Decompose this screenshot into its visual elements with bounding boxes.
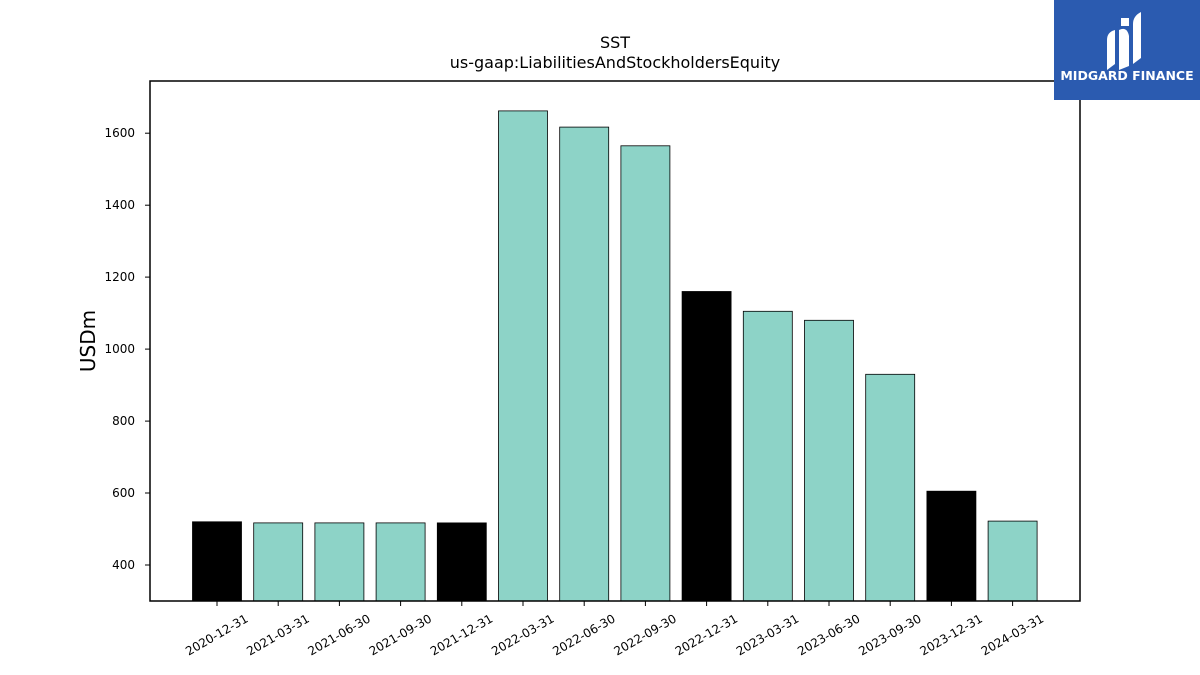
bar-2021-06-30 — [314, 522, 365, 602]
y-tick-label: 1200 — [104, 270, 135, 284]
x-tick-label: 2023-06-30 — [795, 611, 862, 658]
logo-text: MIDGARD FINANCE — [1060, 68, 1194, 83]
x-tick-label: 2022-06-30 — [550, 611, 617, 658]
chart-title: SST — [600, 33, 630, 52]
midgard-finance-logo: MIDGARD FINANCE — [1054, 0, 1200, 100]
bar-2024-03-31 — [987, 520, 1038, 602]
midgard-logo-icon — [1107, 12, 1141, 70]
bar-2023-12-31 — [926, 490, 977, 602]
bar-2022-03-31 — [498, 110, 548, 602]
x-tick-label: 2021-06-30 — [305, 611, 372, 658]
x-tick-label: 2021-03-31 — [244, 611, 311, 658]
bars — [192, 110, 1038, 602]
bar-2022-06-30 — [559, 126, 610, 602]
y-tick-label: 1000 — [104, 342, 135, 356]
chart-subtitle: us-gaap:LiabilitiesAndStockholdersEquity — [450, 53, 781, 72]
plot-frame — [149, 80, 1081, 602]
bar-2023-09-30 — [865, 373, 916, 602]
x-tick-label: 2024-03-31 — [979, 611, 1046, 658]
bar-2023-03-31 — [742, 310, 793, 602]
x-tick-label: 2021-12-31 — [428, 611, 495, 658]
x-ticks: 2020-12-312021-03-312021-06-302021-09-30… — [183, 601, 1046, 658]
bar-2021-09-30 — [375, 522, 426, 602]
x-tick-label: 2023-09-30 — [856, 611, 923, 658]
x-tick-label: 2022-09-30 — [611, 611, 678, 658]
bar-2022-12-31 — [681, 291, 732, 602]
y-tick-label: 1400 — [104, 198, 135, 212]
y-tick-label: 800 — [112, 414, 135, 428]
y-axis-label: USDm — [76, 310, 100, 372]
bar-2023-06-30 — [804, 319, 854, 602]
x-tick-label: 2020-12-31 — [183, 611, 250, 658]
x-tick-label: 2022-12-31 — [673, 611, 740, 658]
y-tick-label: 600 — [112, 486, 135, 500]
bar-2021-12-31 — [436, 522, 487, 602]
bar-2021-03-31 — [253, 522, 304, 602]
bar-2022-09-30 — [620, 145, 671, 602]
y-ticks: 400 600 800 1000 1200 1400 1600 — [104, 126, 150, 572]
bar-2020-12-31 — [192, 521, 242, 602]
x-tick-label: 2023-12-31 — [917, 611, 984, 658]
x-tick-label: 2023-03-31 — [734, 611, 801, 658]
y-tick-label: 400 — [112, 558, 135, 572]
x-tick-label: 2022-03-31 — [489, 611, 556, 658]
x-tick-label: 2021-09-30 — [367, 611, 434, 658]
y-tick-label: 1600 — [104, 126, 135, 140]
